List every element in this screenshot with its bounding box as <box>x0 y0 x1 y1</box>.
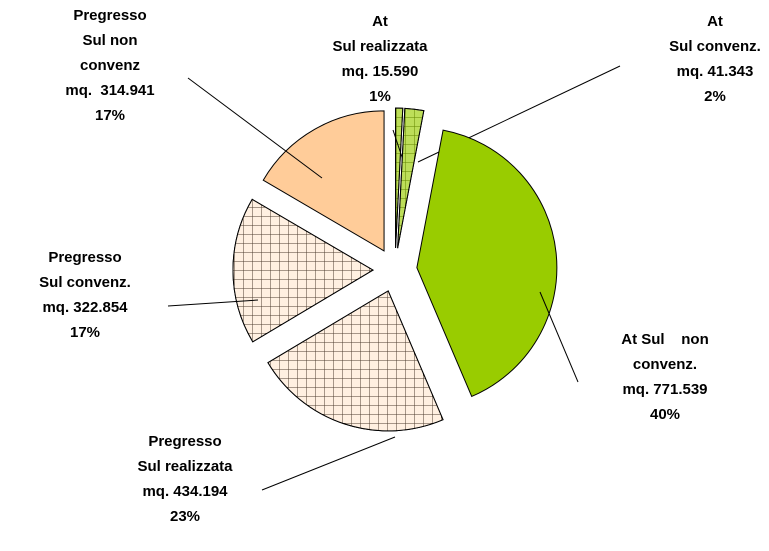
value-label: mq. 771.539 <box>622 381 707 398</box>
value-label: mq. 41.343 <box>677 63 754 80</box>
value-label: mq. 322.854 <box>42 299 128 316</box>
slice-label: Sul convenz. <box>669 38 761 55</box>
slice-label: Sul realizzata <box>332 38 428 55</box>
pie-slice-pattern <box>267 290 444 432</box>
slice-label: Sul realizzata <box>137 458 233 475</box>
slice-label: At <box>372 13 388 30</box>
percent-label: 2% <box>704 88 726 105</box>
leader-line <box>187 77 323 179</box>
pie-slice-pattern <box>397 107 425 249</box>
slice-label: Sul non <box>83 32 138 49</box>
slice-label: Pregresso <box>48 249 121 266</box>
slice-label: At Sul non <box>621 331 709 348</box>
slice-label: Sul convenz. <box>39 274 131 291</box>
percent-label: 40% <box>650 406 680 423</box>
pie-slice <box>416 129 558 398</box>
leader-line <box>167 299 259 307</box>
percent-label: 17% <box>70 324 100 341</box>
percent-label: 17% <box>95 107 125 124</box>
percent-label: 23% <box>170 508 200 525</box>
pie-slice <box>262 110 385 252</box>
slice-label: At <box>707 13 723 30</box>
slice-label: convenz. <box>633 356 697 373</box>
value-label: mq. 314.941 <box>65 82 154 99</box>
leader-line <box>539 291 579 383</box>
slice-label: convenz <box>80 57 140 74</box>
value-label: mq. 434.194 <box>142 483 228 500</box>
leader-line <box>261 436 396 491</box>
slice-label: Pregresso <box>73 7 146 24</box>
leader-line <box>392 129 404 161</box>
percent-label: 1% <box>369 88 391 105</box>
value-label: mq. 15.590 <box>342 63 419 80</box>
slice-label: Pregresso <box>148 433 221 450</box>
pie-slice-pattern <box>232 198 374 343</box>
